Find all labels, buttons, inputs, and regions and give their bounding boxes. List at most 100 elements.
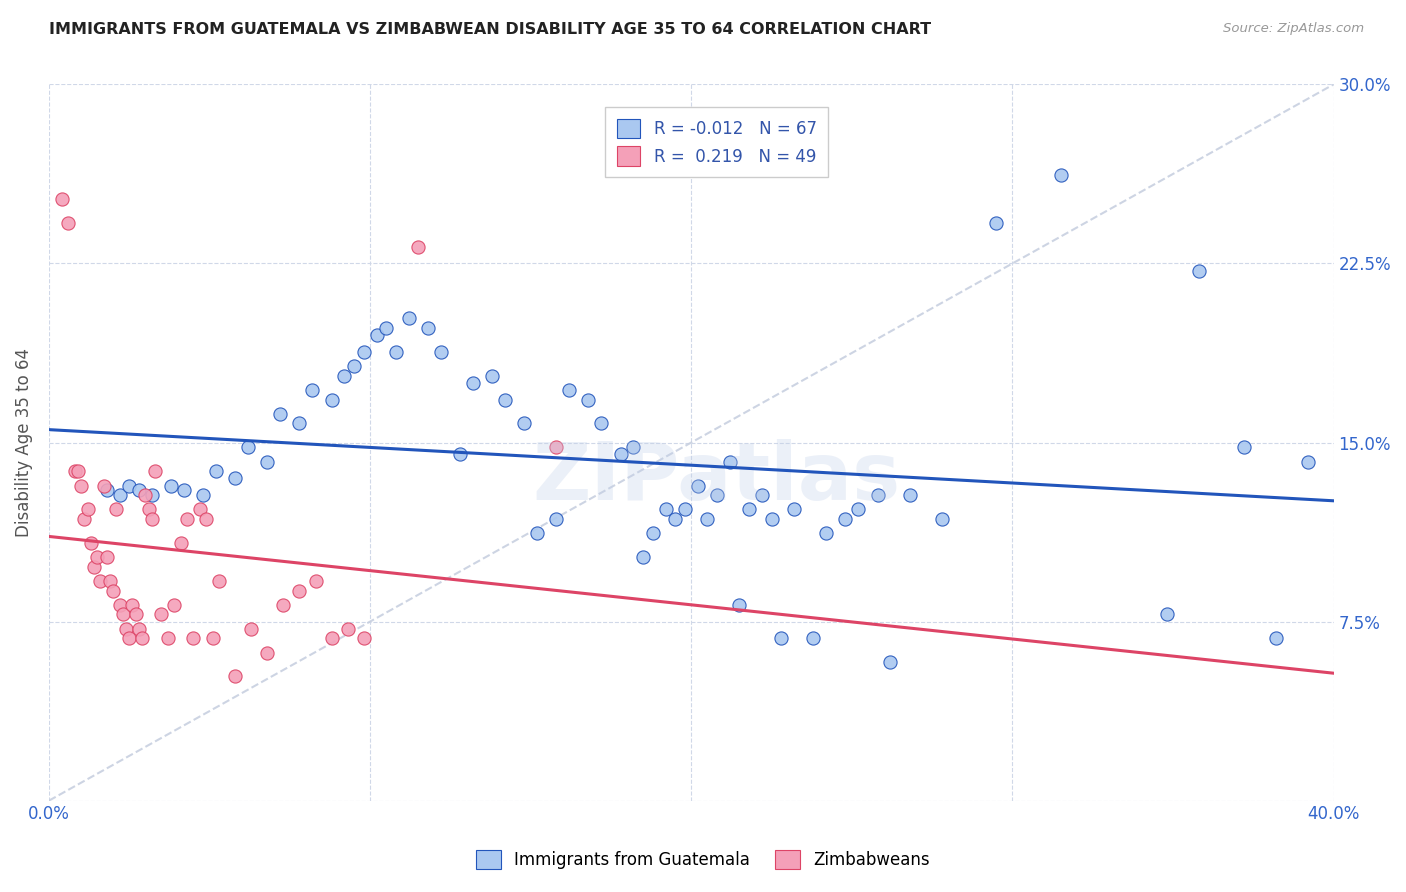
Point xyxy=(353,344,375,359)
Point xyxy=(1232,440,1254,454)
Point xyxy=(385,344,408,359)
Point xyxy=(321,632,343,646)
Point xyxy=(208,574,231,588)
Point xyxy=(751,488,773,502)
Text: IMMIGRANTS FROM GUATEMALA VS ZIMBABWEAN DISABILITY AGE 35 TO 64 CORRELATION CHAR: IMMIGRANTS FROM GUATEMALA VS ZIMBABWEAN … xyxy=(49,22,931,37)
Point xyxy=(815,526,838,541)
Point xyxy=(93,478,115,492)
Point xyxy=(58,216,80,230)
Text: Source: ZipAtlas.com: Source: ZipAtlas.com xyxy=(1223,22,1364,36)
Point xyxy=(141,488,163,502)
Point xyxy=(801,632,824,646)
Point xyxy=(128,622,150,636)
Point xyxy=(256,646,278,660)
Point xyxy=(333,368,356,383)
Point xyxy=(718,455,741,469)
Point xyxy=(183,632,205,646)
Point xyxy=(686,478,709,492)
Point xyxy=(1296,455,1319,469)
Point xyxy=(224,669,246,683)
Point xyxy=(1188,263,1211,277)
Point xyxy=(86,550,108,565)
Point xyxy=(240,622,263,636)
Point xyxy=(134,488,156,502)
Point xyxy=(51,192,73,206)
Point xyxy=(336,622,359,636)
Point xyxy=(494,392,516,407)
Point xyxy=(761,512,783,526)
Point xyxy=(304,574,326,588)
Point xyxy=(609,447,631,461)
Point xyxy=(353,632,375,646)
Point xyxy=(201,632,224,646)
Point xyxy=(429,344,451,359)
Point xyxy=(406,240,429,254)
Point xyxy=(449,447,471,461)
Point xyxy=(673,502,696,516)
Point xyxy=(169,536,191,550)
Point xyxy=(783,502,806,516)
Point xyxy=(131,632,153,646)
Point xyxy=(160,478,183,492)
Point xyxy=(461,376,484,390)
Point xyxy=(288,583,311,598)
Point xyxy=(706,488,728,502)
Point xyxy=(654,502,676,516)
Point xyxy=(111,607,134,622)
Point xyxy=(398,311,420,326)
Point xyxy=(366,328,388,343)
Point xyxy=(256,455,278,469)
Point xyxy=(115,622,138,636)
Y-axis label: Disability Age 35 to 64: Disability Age 35 to 64 xyxy=(15,348,32,537)
Point xyxy=(770,632,793,646)
Point xyxy=(141,512,163,526)
Point xyxy=(558,383,581,397)
Point xyxy=(879,655,901,669)
Point xyxy=(546,440,568,454)
Point xyxy=(163,598,186,612)
Point xyxy=(118,632,141,646)
Point xyxy=(623,440,645,454)
Point xyxy=(1264,632,1286,646)
Point xyxy=(73,512,96,526)
Point xyxy=(191,488,214,502)
Point xyxy=(931,512,953,526)
Point xyxy=(898,488,921,502)
Legend: R = -0.012   N = 67, R =  0.219   N = 49: R = -0.012 N = 67, R = 0.219 N = 49 xyxy=(606,107,828,178)
Point xyxy=(138,502,160,516)
Point xyxy=(375,321,398,335)
Point xyxy=(76,502,98,516)
Point xyxy=(696,512,718,526)
Point xyxy=(121,598,143,612)
Point xyxy=(195,512,218,526)
Point xyxy=(834,512,856,526)
Point xyxy=(63,464,86,478)
Point xyxy=(108,598,131,612)
Point xyxy=(176,512,198,526)
Point xyxy=(578,392,600,407)
Point xyxy=(728,598,751,612)
Point xyxy=(738,502,761,516)
Point xyxy=(103,583,125,598)
Point xyxy=(156,632,179,646)
Point xyxy=(513,417,536,431)
Point xyxy=(143,464,166,478)
Point xyxy=(108,488,131,502)
Point xyxy=(224,471,246,485)
Point xyxy=(986,216,1008,230)
Point xyxy=(343,359,366,373)
Point xyxy=(124,607,146,622)
Point xyxy=(866,488,889,502)
Point xyxy=(641,526,664,541)
Point xyxy=(301,383,323,397)
Point xyxy=(1049,168,1071,182)
Point xyxy=(236,440,259,454)
Point xyxy=(70,478,93,492)
Point xyxy=(664,512,686,526)
Point xyxy=(150,607,173,622)
Legend: Immigrants from Guatemala, Zimbabweans: Immigrants from Guatemala, Zimbabweans xyxy=(465,840,941,880)
Point xyxy=(89,574,111,588)
Point xyxy=(205,464,228,478)
Point xyxy=(128,483,150,498)
Point xyxy=(188,502,211,516)
